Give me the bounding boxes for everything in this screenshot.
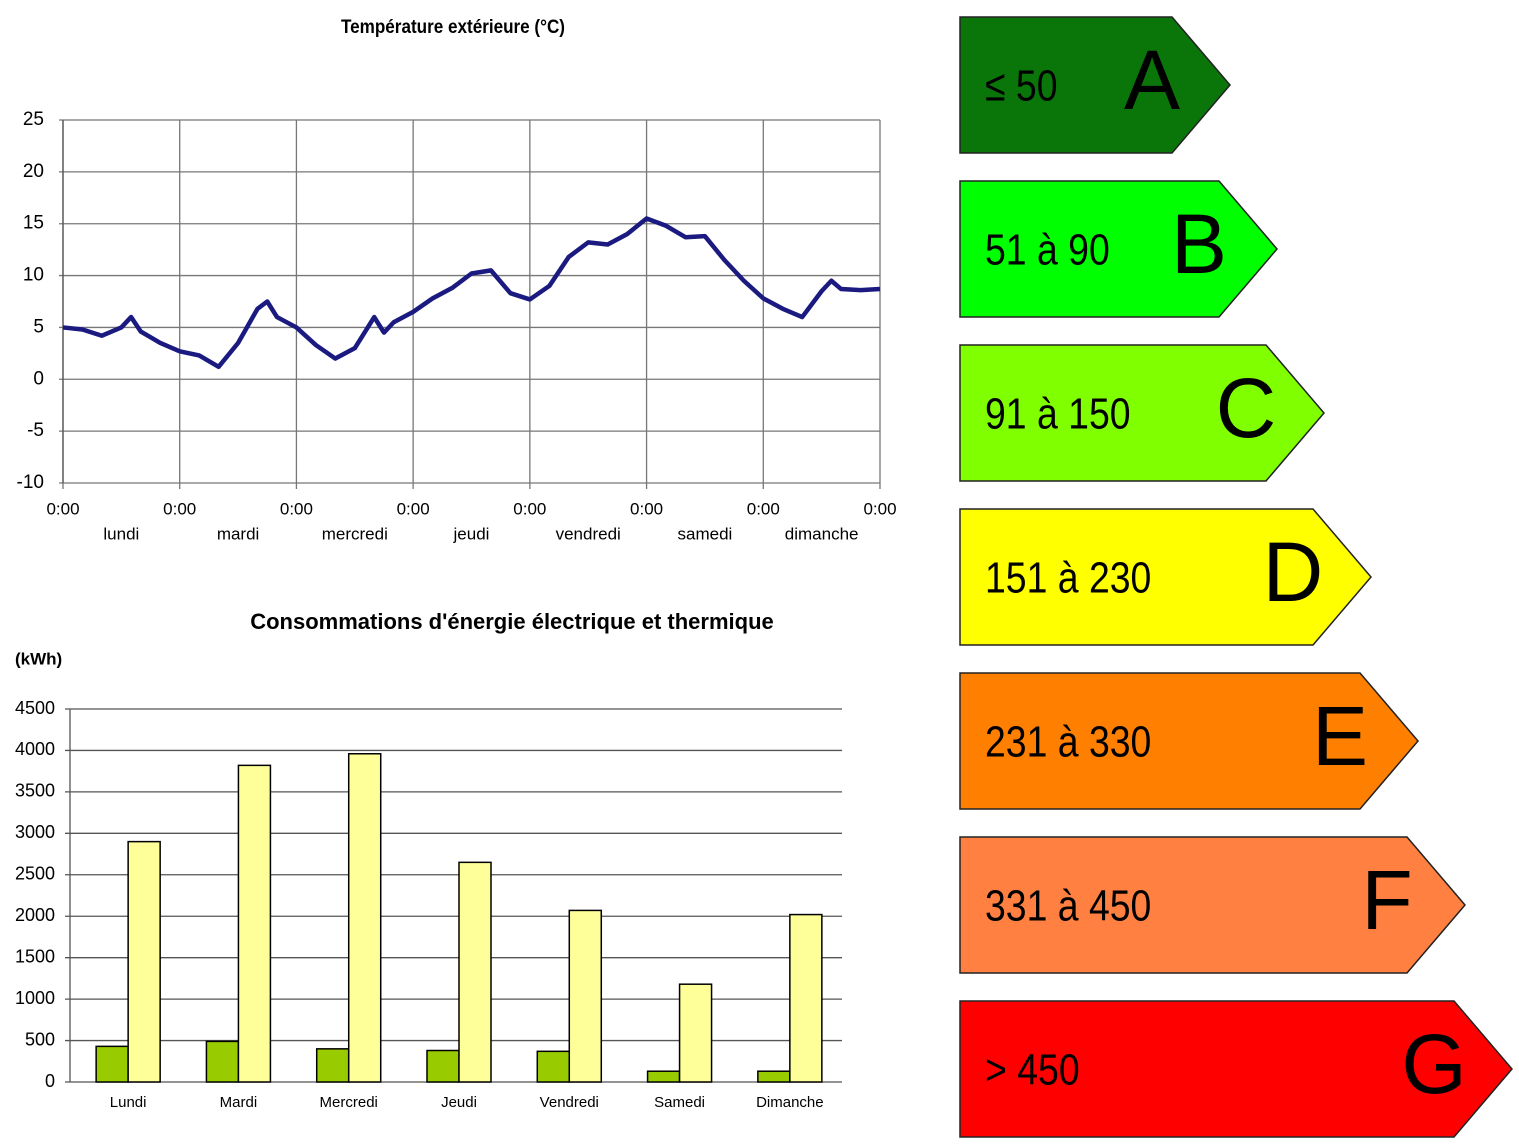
bar (95, 1045, 129, 1083)
y-tick-label: 15 (23, 213, 44, 234)
x-tick-label: 0:00 (397, 499, 430, 518)
energy-range: > 450 (985, 1045, 1080, 1095)
day-label: mardi (217, 524, 260, 543)
y-tick-label: 20 (23, 161, 44, 182)
energy-class-arrow (959, 1000, 1513, 1138)
energy-class-arrow (959, 508, 1372, 646)
bar (646, 1070, 681, 1083)
y-tick-label: 25 (23, 109, 44, 130)
day-label: lundi (103, 524, 139, 543)
energy-range: 51 à 90 (985, 225, 1110, 275)
day-label: dimanche (785, 524, 859, 543)
line-series (62, 216, 881, 370)
y-tick-label: 3000 (15, 822, 55, 842)
energy-letter: B (1171, 197, 1227, 291)
energy-letter: E (1312, 689, 1368, 783)
bar (315, 1048, 350, 1083)
x-tick-label: Dimanche (756, 1094, 824, 1111)
x-tick-label: 0:00 (863, 499, 896, 518)
energy-letter: C (1216, 361, 1277, 455)
y-tick-label: 5 (33, 316, 44, 337)
y-tick-label: 1000 (15, 988, 55, 1008)
energy-class-arrow (959, 344, 1325, 482)
y-tick-label: 1500 (15, 946, 55, 966)
x-tick-label: Vendredi (540, 1094, 599, 1111)
y-tick-label: 4000 (15, 739, 55, 759)
y-tick-label: 2500 (15, 864, 55, 884)
y-tick-label: -10 (17, 472, 44, 493)
bar (237, 764, 272, 1083)
x-tick-label: 0:00 (513, 499, 546, 518)
y-tick-label: 0 (33, 368, 44, 389)
y-tick-label: 2000 (15, 905, 55, 925)
bar (757, 1070, 791, 1083)
y-tick-label: 10 (23, 265, 44, 286)
x-tick-label: 0:00 (163, 499, 196, 518)
y-axis-label: (kWh) (15, 649, 62, 668)
energy-range: 91 à 150 (985, 389, 1131, 439)
x-tick-label: Mercredi (320, 1094, 378, 1111)
bar (789, 913, 823, 1083)
y-tick-label: 500 (25, 1029, 55, 1049)
energy-letter: A (1124, 33, 1180, 127)
energy-letter: G (1401, 1017, 1466, 1111)
bar (678, 983, 713, 1083)
energy-range: 331 à 450 (985, 881, 1151, 931)
chart-title: Consommations d'énergie électrique et th… (250, 609, 774, 634)
x-tick-label: Mardi (220, 1094, 258, 1111)
energy-letter: F (1361, 853, 1412, 947)
y-tick-label: 3500 (15, 781, 55, 801)
energy-range: 151 à 230 (985, 553, 1151, 603)
bar (458, 861, 492, 1083)
day-label: samedi (678, 524, 733, 543)
energy-class-arrow (959, 16, 1231, 154)
energy-range: ≤ 50 (985, 61, 1058, 111)
x-tick-label: 0:00 (747, 499, 780, 518)
x-tick-label: 0:00 (630, 499, 663, 518)
x-tick-label: Jeudi (441, 1094, 477, 1111)
x-tick-label: Lundi (110, 1094, 147, 1111)
chart-title: Température extérieure (°C) (341, 16, 565, 37)
x-tick-label: Samedi (654, 1094, 705, 1111)
energy-letter: D (1263, 525, 1324, 619)
bar (205, 1040, 240, 1083)
y-tick-label: 0 (45, 1071, 55, 1091)
day-label: jeudi (453, 524, 490, 543)
bar (127, 840, 161, 1083)
day-label: mercredi (322, 524, 388, 543)
day-label: vendredi (556, 524, 621, 543)
bar (568, 909, 603, 1083)
bar (426, 1049, 460, 1083)
bar (536, 1050, 571, 1083)
energy-class-arrow (959, 836, 1466, 974)
x-tick-label: 0:00 (46, 499, 79, 518)
energy-class-arrow (959, 180, 1278, 318)
energy-range: 231 à 330 (985, 717, 1151, 767)
y-tick-label: 4500 (15, 698, 55, 718)
bar (347, 753, 382, 1083)
y-tick-label: -5 (27, 420, 44, 441)
x-tick-label: 0:00 (280, 499, 313, 518)
energy-class-arrow (959, 672, 1419, 810)
